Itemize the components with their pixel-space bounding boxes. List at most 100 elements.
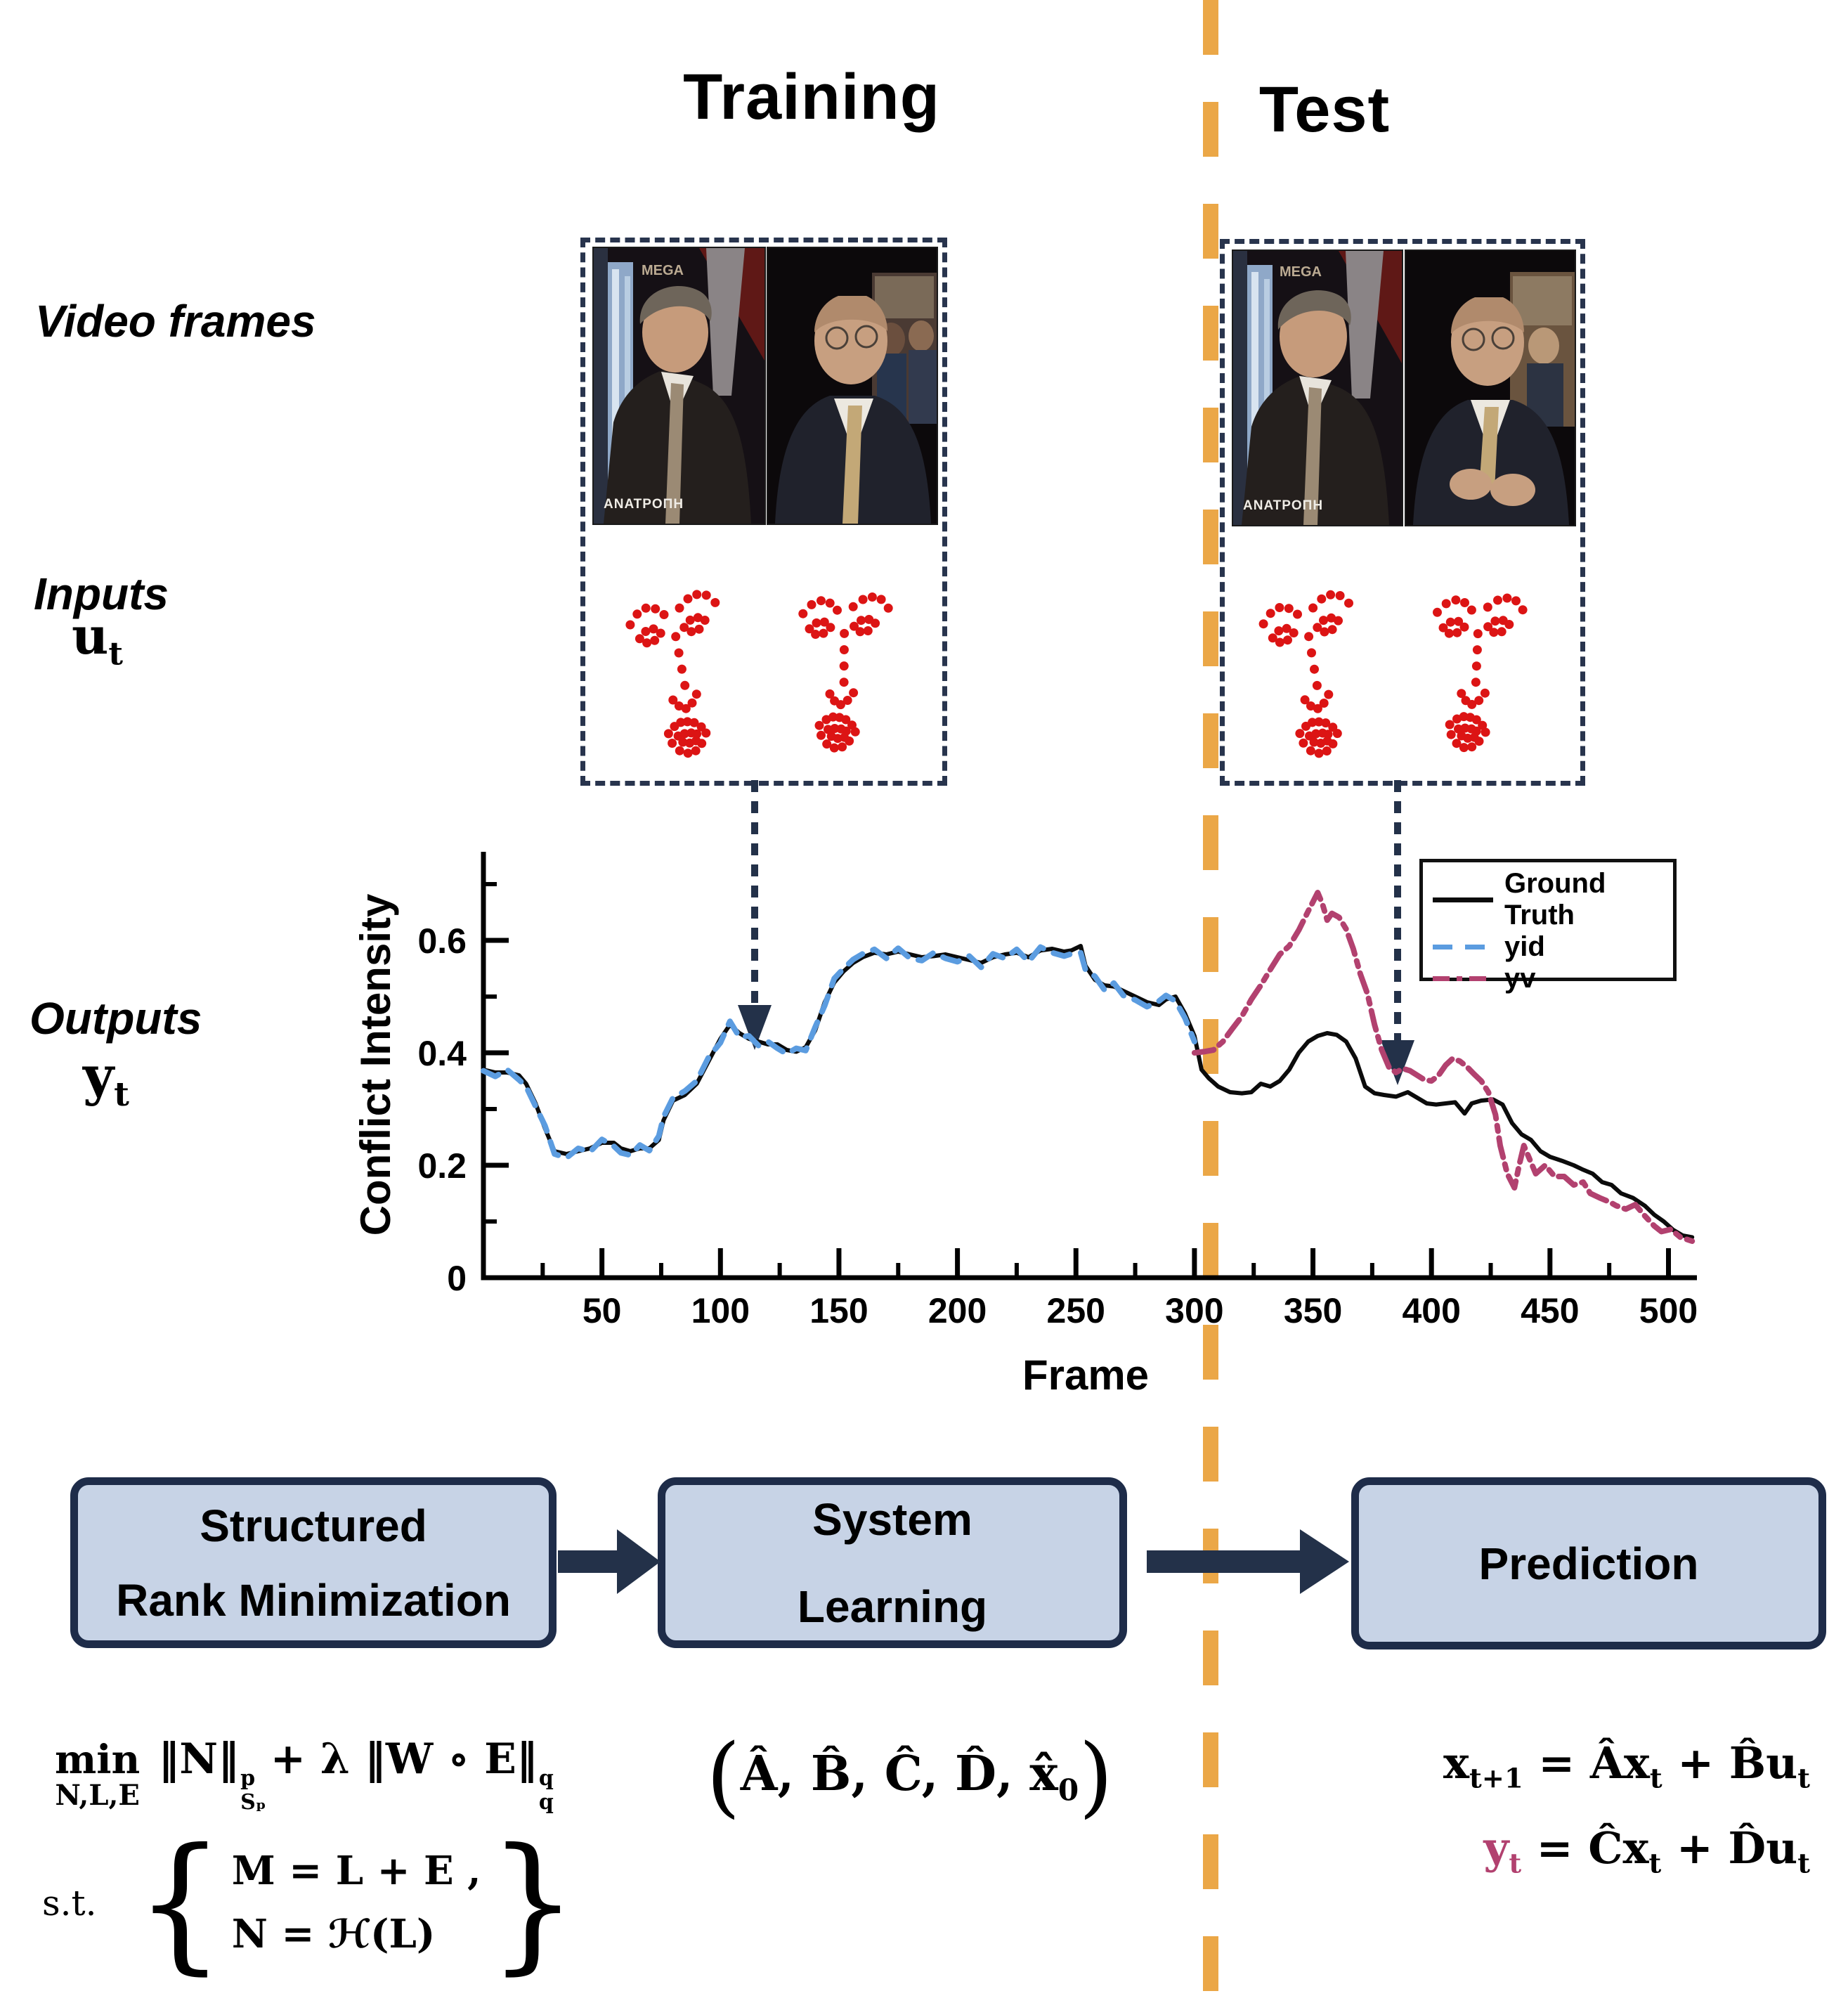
facial-landmark-dot (1313, 704, 1322, 713)
facial-landmark-dot (1451, 595, 1461, 605)
facial-landmark-dot (1502, 593, 1512, 603)
facial-landmark-dot (659, 610, 669, 619)
landmarks-test-left (1258, 590, 1353, 758)
facial-landmark-dot (857, 616, 866, 625)
facial-landmark-dot (1274, 626, 1284, 636)
video-frame-training-right (767, 247, 938, 525)
facial-landmark-dot (1471, 678, 1481, 687)
facial-landmark-dot (1446, 730, 1456, 739)
facial-landmark-dot (692, 729, 702, 739)
x-axis-label: Frame (1022, 1351, 1150, 1399)
facial-landmark-dot (819, 617, 829, 627)
outputs-symbol: yt (83, 1044, 129, 1115)
rank-minimization-formula: min N,L,E ‖N‖ p Sₚ + λ ‖W ∘ E‖ q q (55, 1735, 558, 1815)
facial-landmark-dot (807, 599, 816, 609)
facial-landmark-dot (1326, 590, 1336, 599)
facial-landmark-dot (1459, 743, 1469, 753)
facial-landmark-dot (1454, 616, 1464, 626)
facial-landmark-dot (1310, 664, 1319, 674)
facial-landmark-dot (685, 738, 694, 748)
facial-landmark-dot (871, 618, 880, 628)
facial-landmark-dot (1295, 729, 1305, 739)
facial-landmark-dot (1473, 629, 1483, 639)
facial-landmark-dot (692, 590, 702, 599)
yv-line-sample (1433, 976, 1493, 981)
facial-landmark-dot (1444, 628, 1454, 638)
gesturing-hand (1490, 474, 1535, 506)
facial-landmark-dot (679, 623, 689, 633)
outputs-label: Outputs (30, 993, 202, 1044)
system-parameters-formula: ( Â, B̂, Ĉ, D̂, x̂0 ) (706, 1725, 1113, 1827)
svg-text:0.4: 0.4 (417, 1034, 467, 1073)
channel-logo: MEGA (642, 263, 684, 278)
facial-landmark-dot (858, 595, 868, 604)
facial-landmark-dot (1327, 613, 1336, 623)
facial-landmark-dot (1265, 609, 1275, 618)
facial-landmark-dot (700, 616, 710, 625)
facial-landmark-dot (1489, 628, 1499, 637)
facial-landmark-dot (840, 628, 850, 638)
show-logo: ΑΝΑΤΡΟΠΗ (1243, 498, 1323, 513)
facial-landmark-dot (1322, 746, 1332, 756)
facial-landmark-dot (678, 737, 688, 747)
facial-landmark-dot (1467, 699, 1477, 709)
facial-landmark-dot (863, 626, 873, 635)
facial-landmark-dot (825, 689, 835, 699)
constraints-formula: s.t. { M = L + E , N = ℋ(L) } (42, 1817, 578, 1989)
facial-landmark-dot (1481, 727, 1490, 737)
yid-line-sample (1433, 945, 1493, 949)
facial-landmark-dot (825, 598, 835, 608)
structured-rank-minimization-box: Structured Rank Minimization (70, 1477, 557, 1648)
facial-landmark-dot (1317, 594, 1327, 604)
facial-landmark-dot (1316, 739, 1326, 748)
facial-landmark-dot (1467, 742, 1477, 752)
facial-landmark-dot (632, 609, 642, 619)
landmarks-training-right (798, 592, 893, 753)
arrow-rank-to-learning (558, 1529, 661, 1594)
facial-landmark-dot (1327, 625, 1337, 635)
facial-landmark-dot (1314, 717, 1324, 727)
facial-landmark-dot (1483, 602, 1492, 612)
legend-entry-yv: yv (1433, 963, 1663, 994)
facial-landmark-dot (1457, 731, 1466, 741)
svg-text:400: 400 (1402, 1291, 1460, 1330)
facial-landmark-dot (1283, 635, 1292, 645)
y-axis-label: Conflict Intensity (352, 893, 399, 1236)
facial-landmark-dot (641, 603, 651, 613)
facial-landmark-dot (674, 648, 684, 658)
facial-landmark-dot (1319, 616, 1328, 625)
facial-landmark-dot (1518, 605, 1528, 615)
facial-landmark-dot (687, 698, 697, 708)
video-frames-label: Video frames (35, 296, 316, 346)
facial-landmark-dot (876, 595, 886, 604)
facial-landmark-dot (701, 728, 711, 738)
system-learning-box: System Learning (658, 1477, 1127, 1648)
facial-landmark-dot (674, 701, 684, 711)
glasses (825, 326, 849, 350)
facial-landmark-dot (1324, 689, 1334, 699)
facial-landmark-dot (1299, 738, 1308, 748)
facial-landmark-dot (1314, 748, 1324, 758)
facial-landmark-dot (1493, 595, 1502, 605)
svg-text:200: 200 (928, 1291, 987, 1330)
facial-landmark-dot (816, 596, 826, 606)
facial-landmark-dot (694, 624, 704, 634)
facial-landmark-dot (650, 635, 660, 645)
facial-landmark-dot (850, 621, 859, 631)
facial-landmark-dot (816, 730, 826, 740)
facial-landmark-dot (811, 630, 821, 639)
facial-landmark-dot (822, 739, 832, 749)
speaker-face (642, 292, 708, 372)
constraint-1: M = L + E , (231, 1848, 481, 1895)
facial-landmark-dot (683, 748, 693, 758)
facial-landmark-dot (691, 746, 701, 756)
test-title: Test (1258, 74, 1391, 145)
facial-landmark-dot (839, 678, 849, 687)
objective-expression: ‖N‖ p Sₚ + λ ‖W ∘ E‖ q q (158, 1735, 554, 1815)
facial-landmark-dot (685, 615, 695, 625)
facial-landmark-dot (675, 603, 684, 613)
facial-landmark-dot (848, 602, 858, 611)
facial-landmark-dot (1320, 627, 1329, 637)
facial-landmark-dot (855, 627, 865, 637)
facial-landmark-dot (1319, 699, 1329, 708)
